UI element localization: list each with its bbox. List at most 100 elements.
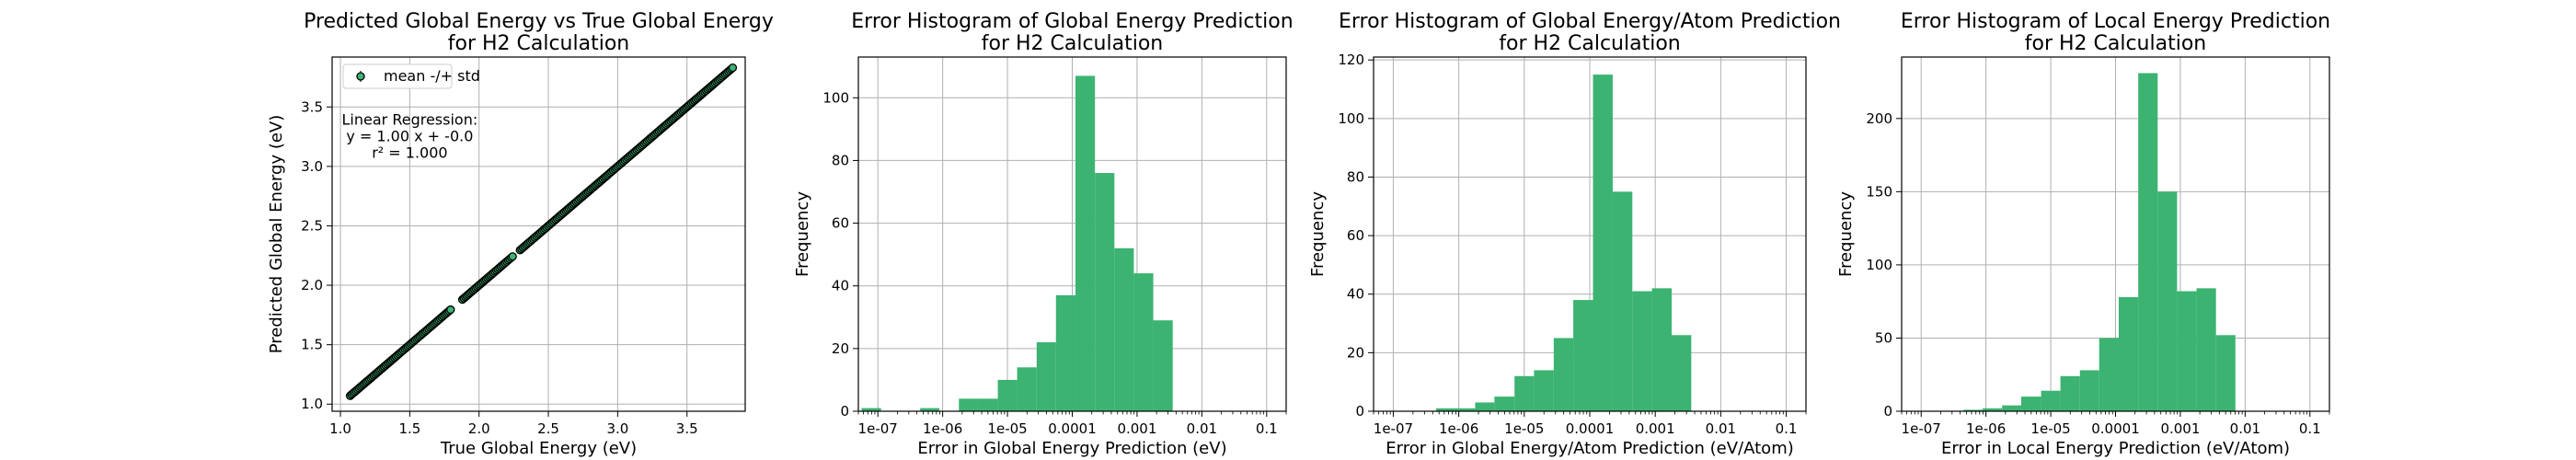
histogram-bar	[2196, 288, 2216, 411]
x-tick-label: 1e-05	[2030, 420, 2070, 437]
x-tick-label: 0.001	[1636, 420, 1675, 437]
y-tick-label: 1.5	[301, 337, 323, 353]
y-tick-label: 0	[1883, 403, 1892, 420]
x-tick-label: 0.01	[1187, 420, 1217, 437]
x-tick-label: 0.01	[2230, 420, 2260, 437]
histogram-bar	[1983, 408, 2003, 411]
x-tick-label: 0.001	[1117, 420, 1156, 437]
histogram-bar	[1475, 402, 1495, 411]
y-tick-label: 100	[822, 89, 849, 106]
histogram-bar	[1593, 75, 1613, 411]
y-tick-label: 0	[1355, 403, 1364, 420]
histogram-bar	[959, 398, 978, 411]
legend-box	[342, 63, 453, 89]
x-axis-label-4: Error in Local Energy Prediction (eV/Ato…	[1941, 439, 2290, 458]
y-tick-label: 1.0	[301, 396, 323, 412]
x-axis-label-1: True Global Energy (eV)	[440, 439, 637, 458]
y-axis-label-1: Predicted Global Energy (eV)	[267, 115, 286, 354]
histogram-bar	[2157, 191, 2178, 411]
plot-frame	[1901, 56, 2330, 412]
plot-frame	[857, 56, 1287, 412]
x-tick-label: 3.5	[676, 420, 698, 437]
y-tick-label: 3.5	[301, 98, 323, 115]
y-tick-label: 20	[1347, 344, 1364, 361]
y-tick-label: 20	[832, 340, 849, 357]
histogram-bar	[1036, 342, 1056, 411]
histogram-bar	[2002, 405, 2021, 411]
y-tick-label: 80	[832, 152, 849, 168]
plot-frame	[1373, 56, 1807, 412]
x-tick-label: 1e-06	[1966, 420, 2006, 437]
y-tick-label: 80	[1347, 168, 1364, 185]
histogram-bar	[1651, 288, 1673, 411]
chart-title-3-line1: Error Histogram of Global Energy/Atom Pr…	[1339, 10, 1841, 33]
chart-title-2-line2: for H2 Calculation	[982, 32, 1164, 55]
histogram-bar	[1514, 375, 1535, 411]
histogram-bar	[1133, 273, 1154, 411]
histogram-bar	[920, 408, 940, 411]
histogram-bar	[1534, 370, 1554, 411]
x-tick-label: 2.0	[468, 420, 490, 437]
histogram-bar	[977, 398, 998, 411]
histogram-bar	[1153, 320, 1173, 411]
y-tick-label: 40	[1347, 286, 1364, 303]
histogram-bar	[1573, 300, 1593, 411]
regression-annotation-line: y = 1.00 x + -0.0	[346, 128, 473, 145]
histogram-bar	[1114, 247, 1134, 411]
chart-title-1-line1: Predicted Global Energy vs True Global E…	[304, 10, 774, 33]
histogram-bar	[2177, 291, 2197, 411]
x-tick-label: 3.0	[606, 420, 628, 437]
x-axis-label-3: Error in Global Energy/Atom Prediction (…	[1386, 439, 1794, 458]
y-tick-label: 2.0	[301, 277, 323, 293]
regression-annotation-line: Linear Regression:	[342, 111, 478, 129]
histogram-bar	[1017, 367, 1037, 411]
x-axis-label-2: Error in Global Energy Prediction (eV)	[917, 439, 1226, 458]
data-point	[446, 305, 455, 315]
histogram-bar	[861, 408, 881, 411]
x-tick-label: 0.0001	[2091, 420, 2140, 437]
y-tick-label: 3.0	[301, 158, 323, 175]
histogram-bar	[2118, 296, 2139, 411]
x-tick-label: 0.1	[2299, 420, 2321, 437]
y-tick-label: 100	[1338, 110, 1364, 127]
y-axis-label-3: Frequency	[1308, 191, 1328, 277]
chart-title-3-line2: for H2 Calculation	[1499, 32, 1681, 55]
y-tick-label: 120	[1338, 52, 1364, 68]
regression-annotation-line: r² = 1.000	[372, 144, 447, 162]
x-tick-label: 1e-06	[923, 420, 962, 437]
x-tick-label: 1e-05	[1504, 420, 1544, 437]
x-tick-label: 1e-06	[1439, 420, 1478, 437]
x-tick-label: 1e-07	[1374, 420, 1413, 437]
histogram-bar	[1612, 191, 1633, 411]
x-tick-label: 2.5	[537, 420, 559, 437]
x-tick-label: 0.01	[1706, 420, 1736, 437]
y-tick-label: 60	[1347, 227, 1364, 244]
data-point	[508, 252, 517, 261]
y-tick-label: 200	[1866, 110, 1892, 127]
y-axis-label-4: Frequency	[1836, 191, 1856, 277]
histogram-bar	[1055, 294, 1075, 411]
x-tick-label: 1e-05	[987, 420, 1027, 437]
y-axis-label-2: Frequency	[793, 191, 812, 277]
histogram-bar	[2099, 338, 2119, 411]
chart-title-4-line1: Error Histogram of Local Energy Predicti…	[1901, 10, 2330, 33]
x-tick-label: 0.1	[1256, 420, 1278, 437]
chart-title-1-line2: for H2 Calculation	[448, 32, 630, 55]
y-tick-label: 50	[1875, 329, 1892, 346]
histogram-bar	[1632, 291, 1652, 411]
data-point	[728, 63, 738, 73]
y-tick-label: 40	[832, 278, 849, 294]
x-tick-label: 0.0001	[1566, 420, 1615, 437]
histogram-bar	[1095, 173, 1115, 411]
histogram-bar	[1672, 335, 1692, 411]
y-tick-label: 60	[832, 215, 849, 232]
x-tick-label: 1.5	[398, 420, 420, 437]
y-tick-label: 0	[840, 403, 849, 420]
x-tick-label: 0.0001	[1048, 420, 1097, 437]
x-tick-label: 0.1	[1776, 420, 1798, 437]
legend-marker	[356, 72, 365, 81]
plot-frame	[331, 56, 746, 412]
x-tick-label: 1e-07	[858, 420, 898, 437]
histogram-bar	[2138, 73, 2158, 411]
